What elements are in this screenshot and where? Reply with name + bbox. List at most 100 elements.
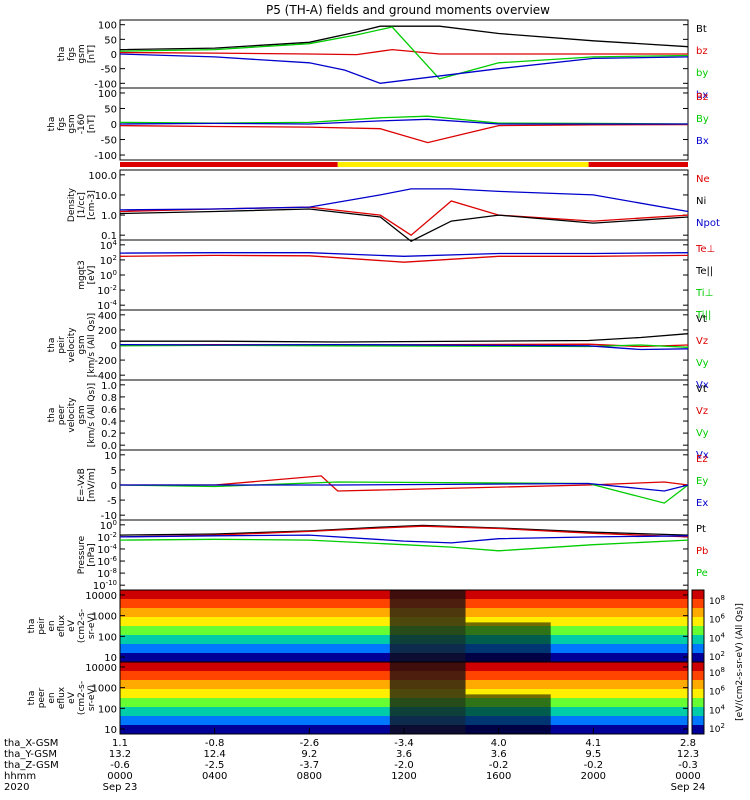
fgs_dsl-ylabel: thafgsgsm-160[nT] (47, 114, 97, 135)
series-Vt (120, 333, 689, 343)
time-row-value: 1600 (486, 771, 511, 782)
legend-Vy: Vy (696, 358, 709, 369)
time-row-value: -0.2 (584, 760, 604, 771)
peir_vel-ylabel: thapeirvelocitygsm[km/s (All Qs)] (47, 313, 97, 377)
time-row-value: 3.6 (491, 749, 507, 760)
y-tick-label: 1000 (92, 612, 117, 623)
series-Bz (119, 123, 689, 144)
temp-frame (119, 239, 689, 311)
colorbar-band (692, 635, 704, 645)
colorbar-label: [eV/(cm2-s-sr-eV) (All Qs)] (735, 603, 745, 721)
time-row-value: 3.6 (396, 749, 412, 760)
colorbar-band (692, 662, 704, 672)
y-tick-label: 0.2 (101, 429, 117, 440)
y-tick-label: 1.0 (101, 381, 117, 392)
peer_vel-ylabel: thapeervelocitygsm[km/s (All Qs)] (47, 383, 97, 447)
legend-Ey: Ey (696, 476, 708, 487)
legend-Pe: Pe (696, 568, 708, 579)
colorbar-tick-label: 106 (709, 685, 725, 698)
density-frame (119, 169, 689, 241)
legend-bx: bx (696, 90, 708, 101)
colorbar-band (692, 608, 704, 618)
y-tick-label: 100 (100, 269, 117, 282)
y-tick-label: 1.0 (101, 211, 117, 222)
time-row-value: 12.3 (677, 749, 699, 760)
peer_spec-dark-region (465, 694, 551, 734)
colorbar-tick-label: 106 (709, 613, 725, 626)
legend-Ez: Ez (696, 454, 708, 465)
temp-ylabel: mgqt3[eV] (77, 260, 97, 289)
colorbar-frame (691, 661, 705, 735)
y-tick-label: 0.8 (101, 393, 117, 404)
time-row-label: tha_Z-GSM (4, 760, 59, 771)
time-row-value: 12.4 (204, 749, 226, 760)
y-tick-label: 10000 (85, 663, 117, 674)
y-tick-label: 104 (100, 239, 118, 252)
time-row-value: 0000 (107, 771, 132, 782)
panel-fgs_dsl: 100 50 0 -50 -100 thafgsgsm-160[nT] Bz By Bx (47, 87, 709, 162)
series-Ez (120, 475, 689, 492)
legend-Ti⊥: Ti⊥ (695, 288, 713, 299)
legend-Ni: Ni (696, 196, 706, 207)
legend-Ex: Ex (696, 498, 708, 509)
time-row-label: tha_Y-GSM (4, 749, 57, 760)
legend-by: by (696, 68, 708, 79)
legend-Vz: Vz (696, 406, 708, 417)
mode-bar-segment (588, 162, 688, 167)
time-row-value: 4.0 (491, 738, 507, 749)
y-tick-label: 400 (98, 311, 117, 322)
series-bz (119, 48, 688, 56)
colorbar-band (692, 590, 704, 600)
panel-fgs: 100 50 0 -50 -100 thafgsgsm[nT] Bt bz by bx (57, 19, 708, 101)
series-Te⊥ (119, 254, 689, 263)
pressure-ylabel: Pressure[nPa] (77, 535, 97, 574)
y-tick-label: 100 (100, 519, 117, 532)
colorbar-band (692, 653, 704, 663)
time-row-value: 9.2 (301, 749, 317, 760)
time-row-value: 2000 (581, 771, 606, 782)
legend-Vy: Vy (696, 428, 709, 439)
legend-Te⊥: Te⊥ (695, 244, 715, 255)
y-tick-label: 200 (98, 326, 117, 337)
y-tick-label: 102 (100, 254, 117, 267)
y-tick-label: -10 (101, 511, 117, 522)
y-tick-label: 100 (98, 21, 117, 32)
y-tick-label: 10-4 (97, 299, 117, 312)
series-Ne (119, 200, 689, 237)
mode-bar-segment (120, 162, 338, 167)
legend-Pb: Pb (696, 546, 708, 557)
legend-Vx: Vx (696, 450, 709, 461)
time-row-value: 9.5 (585, 749, 601, 760)
y-tick-label: 10-2 (97, 531, 117, 544)
y-tick-label: 0.0 (101, 441, 117, 452)
y-tick-label: 10-8 (97, 567, 117, 580)
y-tick-label: -200 (94, 356, 117, 367)
colorbar-band (692, 689, 704, 699)
time-row-value: 4.1 (585, 738, 601, 749)
y-tick-label: 10 (104, 653, 117, 664)
panel-peer_spec: 10000 1000 100 10 thapeerenefluxeV(cm2-s-sr-… (27, 661, 689, 736)
legend-Bx: Bx (696, 136, 709, 147)
colorbar-tick-label: 108 (709, 594, 725, 607)
colorbar-band (692, 626, 704, 636)
peer_spec-dark-region (389, 662, 466, 734)
efield-ylabel: E=-VxB[mV/m] (77, 468, 97, 502)
time-row-value: 2.8 (680, 738, 696, 749)
y-tick-label: 5 (111, 466, 117, 477)
panel-density: 100.0 10.0 1.0 0.1 Density[1/cc][cm-3] Ne Ni Np… (67, 169, 720, 242)
colorbar-band (692, 617, 704, 627)
y-tick-label: -100 (94, 79, 117, 90)
panel-peer_vel: 1.00.80.60.40.20.0 thapeervelocitygsm[km/… (47, 379, 709, 461)
time-row-value: -2.6 (300, 738, 320, 749)
colorbar-band (692, 671, 704, 681)
y-tick-label: -50 (101, 136, 117, 147)
legend-Vt: Vt (696, 384, 707, 395)
y-tick-label: 50 (104, 104, 117, 115)
legend-Npot: Npot (696, 218, 720, 229)
colorbar-band (692, 725, 704, 735)
mode-bar-segment (337, 162, 589, 167)
